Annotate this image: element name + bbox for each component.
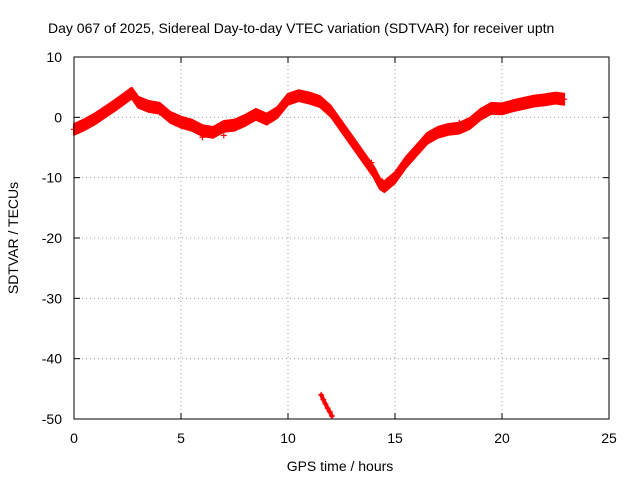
data-point <box>445 126 452 133</box>
y-tick-label: -30 <box>42 290 62 306</box>
y-tick-label: 0 <box>54 109 62 125</box>
data-point <box>152 106 159 113</box>
data-point <box>210 129 217 136</box>
y-tick-label: -50 <box>42 411 62 427</box>
series-1 <box>122 87 488 178</box>
series-2 <box>318 391 335 419</box>
data-point <box>499 105 505 112</box>
data-point <box>402 159 409 166</box>
data-point <box>456 119 463 126</box>
data-point <box>103 108 110 115</box>
x-tick-label: 10 <box>280 430 296 446</box>
data-point <box>541 96 548 103</box>
data-point <box>359 153 366 160</box>
data-point <box>370 171 377 178</box>
data-point <box>561 96 568 103</box>
data-point <box>242 117 249 124</box>
data-point <box>306 95 313 102</box>
data-point <box>263 116 270 123</box>
data-point <box>552 95 559 102</box>
data-point <box>130 90 137 97</box>
data-point <box>92 115 99 122</box>
data-point <box>252 111 259 118</box>
x-tick-label: 5 <box>177 430 185 446</box>
y-tick-label: -40 <box>42 351 62 367</box>
x-tick-label: 20 <box>494 430 510 446</box>
data-point <box>466 120 473 127</box>
data-point <box>274 109 281 116</box>
data-point <box>481 111 488 118</box>
data-point <box>349 138 356 145</box>
data-point <box>199 134 206 141</box>
data-point <box>199 127 206 134</box>
sdtvar-band <box>73 86 566 194</box>
data-point <box>531 98 538 105</box>
data-point <box>135 99 142 106</box>
data-point <box>167 114 174 121</box>
data-point <box>381 183 388 190</box>
data-point <box>113 101 120 108</box>
data-point <box>488 105 495 112</box>
data-point <box>434 129 441 136</box>
data-point <box>317 98 324 105</box>
y-tick-label: -10 <box>42 170 62 186</box>
data-point <box>220 123 227 130</box>
data-point <box>178 119 184 126</box>
x-tick-label: 15 <box>387 430 403 446</box>
data-point <box>413 147 420 154</box>
data-point <box>188 122 195 129</box>
data-point <box>520 100 527 107</box>
y-tick-label: 10 <box>46 49 62 65</box>
x-tick-label: 0 <box>70 430 78 446</box>
axis-ticks: 0 5 10 15 20 25 -50 -40 -30 -20 -10 0 10 <box>42 49 617 446</box>
data-series <box>71 86 568 419</box>
chart-title: Day 067 of 2025, Sidereal Day-to-day VTE… <box>48 20 554 36</box>
y-tick-label: -20 <box>42 230 62 246</box>
data-point <box>456 125 463 132</box>
x-axis-label: GPS time / hours <box>287 458 394 474</box>
data-point <box>377 180 384 187</box>
data-point <box>370 166 377 173</box>
data-point <box>338 123 345 130</box>
data-point <box>295 92 302 99</box>
y-axis-label: SDTVAR / TECUs <box>5 182 21 294</box>
data-point <box>156 109 163 116</box>
data-point <box>81 121 88 128</box>
data-point <box>220 132 227 139</box>
data-point <box>477 111 484 118</box>
data-point <box>122 91 129 98</box>
data-point <box>126 87 133 94</box>
data-point <box>231 122 238 129</box>
series-0 <box>71 86 568 194</box>
data-point <box>368 159 375 166</box>
low-branch-streak <box>319 392 334 418</box>
data-point <box>327 108 334 115</box>
data-point <box>509 102 516 109</box>
data-point <box>424 135 431 142</box>
data-point <box>392 174 398 181</box>
data-point <box>285 96 291 103</box>
data-point <box>145 103 152 110</box>
x-tick-label: 25 <box>601 430 617 446</box>
